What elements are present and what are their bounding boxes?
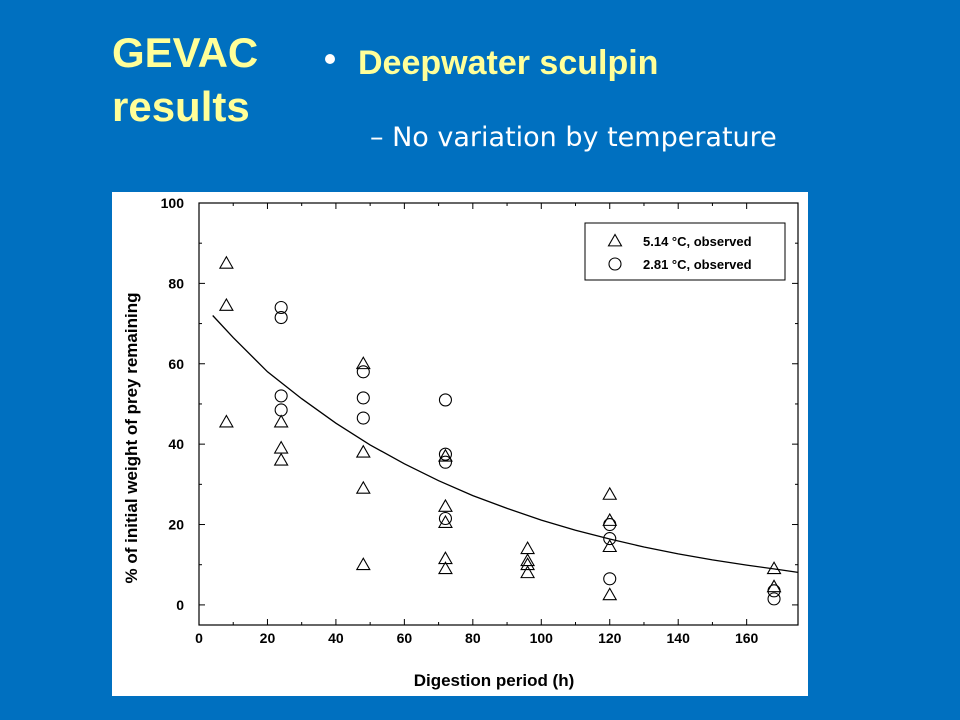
circle-point	[603, 517, 617, 532]
x-tick-label: 60	[397, 630, 413, 646]
triangle-point	[520, 553, 536, 567]
triangle-point	[437, 514, 453, 528]
x-tick-label: 40	[328, 630, 344, 646]
triangle-point	[355, 480, 371, 494]
triangle-point	[520, 557, 536, 571]
triangle-point	[766, 579, 782, 593]
legend-label: 2.81 °C, observed	[643, 257, 752, 272]
y-tick-label: 80	[168, 275, 184, 291]
triangle-point	[602, 512, 618, 526]
x-tick-label: 160	[735, 630, 759, 646]
circle-point	[603, 572, 617, 586]
triangle-point	[355, 444, 371, 458]
triangle-point	[273, 414, 289, 428]
slide-title-line1: GEVAC	[112, 29, 259, 76]
y-tick-label: 40	[168, 436, 184, 452]
circle-point	[603, 532, 617, 546]
fit-curve-layer	[212, 315, 799, 574]
triangle-point	[218, 297, 234, 311]
sub-bullet-text: No variation by temperature	[392, 122, 777, 153]
triangle-point	[273, 440, 289, 454]
legend-label: 5.14 °C, observed	[643, 234, 752, 249]
legend-circle-icon	[608, 257, 622, 271]
circle-point	[274, 310, 288, 325]
circle-point	[274, 389, 288, 403]
legend-triangle-icon	[607, 233, 623, 247]
circle-point	[438, 447, 452, 461]
x-tick-label: 0	[195, 630, 203, 646]
y-tick-label: 100	[161, 195, 185, 211]
bullet-point: Deepwater sculpin	[325, 44, 658, 83]
circle-point	[438, 511, 452, 526]
axes-layer: 0 20 40 60 80 100 120 140 160 0 20 40 60 80 100	[161, 195, 799, 646]
slide-title: GEVAC results	[112, 26, 282, 134]
triangle-point	[437, 561, 453, 575]
y-axis-label: % of initial weight of prey remaining	[122, 293, 141, 584]
x-tick-label: 20	[260, 630, 276, 646]
circle-point	[274, 300, 288, 315]
circle-point	[438, 393, 452, 407]
circle-point	[356, 365, 370, 379]
triangle-point	[520, 541, 536, 555]
sub-bullet: – No variation by temperature	[370, 122, 777, 153]
fit-curve-line	[212, 315, 799, 574]
x-tick-label: 100	[530, 630, 554, 646]
circle-point	[438, 455, 452, 469]
triangle-point	[437, 551, 453, 565]
y-tick-label: 0	[176, 597, 184, 613]
circle-point	[356, 391, 370, 405]
bullet-dot-icon	[325, 54, 335, 64]
triangle-point	[602, 587, 618, 601]
y-tick-label: 20	[168, 517, 184, 533]
scatter-chart: 0 20 40 60 80 100 120 140 160 0 20 40 60 80 100 5.14 °…	[122, 195, 799, 690]
triangle-point	[437, 498, 453, 512]
legend: 5.14 °C, observed 2.81 °C, observed	[584, 222, 786, 281]
y-tick-label: 60	[168, 356, 184, 372]
circle-point	[274, 403, 288, 417]
triangle-point	[520, 565, 536, 579]
triangle-point	[273, 452, 289, 466]
slide-title-line2: results	[112, 83, 250, 130]
circle-point	[767, 592, 781, 606]
legend-box	[584, 222, 786, 281]
x-tick-label: 80	[465, 630, 481, 646]
triangle-point	[437, 448, 453, 462]
plot-frame	[198, 202, 799, 626]
x-tick-label: 140	[667, 630, 691, 646]
triangle-point	[355, 557, 371, 571]
triangle-point	[602, 486, 618, 500]
triangle-point	[355, 356, 371, 370]
triangle-point	[218, 414, 234, 428]
x-tick-label: 120	[598, 630, 622, 646]
circle-point	[356, 411, 370, 425]
triangle-point	[602, 539, 618, 553]
points-layer	[218, 255, 782, 606]
chart-panel: 0 20 40 60 80 100 120 140 160 0 20 40 60 80 100 5.14 °…	[112, 192, 808, 696]
sub-bullet-dash: –	[370, 122, 384, 153]
triangle-point	[766, 561, 782, 575]
x-axis-label: Digestion period (h)	[414, 671, 575, 690]
circle-point	[767, 584, 781, 598]
triangle-point	[218, 255, 234, 269]
bullet-text: Deepwater sculpin	[358, 44, 659, 82]
